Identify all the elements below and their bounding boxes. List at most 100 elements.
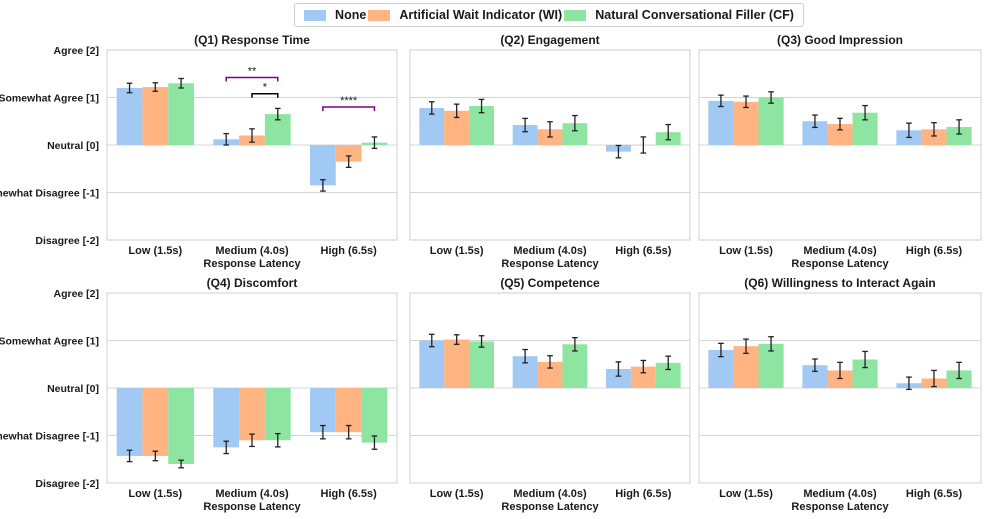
significance-bracket bbox=[251, 92, 279, 98]
x-tick-label: Medium (4.0s) bbox=[215, 245, 289, 257]
y-tick-label: Neutral [0] bbox=[47, 140, 99, 152]
legend-item-conversational-filler: Natural Conversational Filler (CF) bbox=[564, 8, 794, 22]
y-tick-label: Somewhat Agree [1] bbox=[0, 93, 99, 105]
y-tick-label: Agree [2] bbox=[53, 45, 99, 57]
bar bbox=[116, 88, 143, 145]
bar bbox=[827, 124, 853, 145]
bar bbox=[758, 97, 784, 145]
x-axis-label: Response Latency bbox=[203, 501, 301, 513]
significance-marker: **** bbox=[340, 95, 358, 107]
significance-marker: ** bbox=[248, 66, 257, 78]
y-tick-label: Disagree [-2] bbox=[35, 235, 99, 247]
x-tick-label: Medium (4.0s) bbox=[803, 488, 877, 500]
panel-q4: (Q4) Discomfort Low (1.5s) Medium (4.0s) Hi… bbox=[0, 276, 398, 513]
bar bbox=[168, 83, 194, 145]
y-tick-label: Somewhat Disagree [-1] bbox=[0, 431, 99, 443]
bar bbox=[630, 366, 656, 388]
significance-marker: * bbox=[263, 82, 268, 94]
x-axis-label: Response Latency bbox=[501, 258, 599, 270]
legend-swatch-conversational-filler bbox=[564, 9, 587, 21]
bar bbox=[116, 388, 143, 456]
bar bbox=[335, 145, 362, 162]
legend-swatch-wait-indicator bbox=[368, 9, 391, 21]
panel-q3: (Q3) Good Impression Low (1.5s) Medium (4.… bbox=[698, 33, 982, 270]
legend-label-wait-indicator: Artificial Wait Indicator (WI) bbox=[399, 8, 563, 22]
x-axis-label: Response Latency bbox=[501, 501, 599, 513]
y-tick-label: Neutral [0] bbox=[47, 383, 99, 395]
x-tick-label: High (6.5s) bbox=[615, 488, 672, 500]
x-tick-label: Low (1.5s) bbox=[719, 245, 773, 257]
bar bbox=[142, 388, 169, 456]
panel-title: (Q4) Discomfort bbox=[207, 276, 298, 290]
panel-title: (Q1) Response Time bbox=[194, 33, 310, 47]
panel-title: (Q6) Willingness to Interact Again bbox=[744, 276, 935, 290]
legend-swatch-none bbox=[304, 9, 327, 21]
x-tick-label: High (6.5s) bbox=[615, 245, 672, 257]
bar bbox=[946, 370, 972, 388]
panel-q6: (Q6) Willingness to Interact Again Low (1… bbox=[698, 276, 982, 513]
bar bbox=[733, 101, 759, 145]
y-tick-label: Somewhat Disagree [-1] bbox=[0, 188, 99, 200]
x-tick-label: Low (1.5s) bbox=[128, 488, 182, 500]
chart-legend: None Artificial Wait Indicator (WI) Natu… bbox=[294, 3, 804, 27]
bar bbox=[946, 126, 972, 145]
legend-item-none: None bbox=[304, 8, 366, 22]
legend-label-conversational-filler: Natural Conversational Filler (CF) bbox=[595, 8, 794, 22]
bar bbox=[264, 388, 291, 441]
plot-frame bbox=[698, 49, 982, 241]
significance-bracket bbox=[225, 76, 279, 82]
x-tick-label: High (6.5s) bbox=[906, 488, 963, 500]
panel-q1: (Q1) Response Time Low (1.5s) Medium (4.0s… bbox=[0, 33, 398, 270]
x-tick-label: Low (1.5s) bbox=[430, 245, 484, 257]
x-axis-label: Response Latency bbox=[791, 501, 889, 513]
x-tick-label: High (6.5s) bbox=[321, 488, 378, 500]
y-tick-label: Somewhat Agree [1] bbox=[0, 336, 99, 348]
y-tick-label: Agree [2] bbox=[53, 288, 99, 300]
x-tick-label: Low (1.5s) bbox=[430, 488, 484, 500]
significance-bracket bbox=[322, 106, 376, 111]
plot-frame bbox=[409, 49, 691, 241]
bar bbox=[310, 145, 336, 186]
legend-item-wait-indicator: Artificial Wait Indicator (WI) bbox=[368, 8, 562, 22]
x-tick-label: Medium (4.0s) bbox=[803, 245, 877, 257]
bar bbox=[168, 388, 194, 464]
x-tick-label: Medium (4.0s) bbox=[215, 488, 289, 500]
y-tick-label: Disagree [-2] bbox=[35, 478, 99, 490]
legend-label-none: None bbox=[335, 8, 367, 22]
bar bbox=[444, 339, 470, 388]
bar bbox=[802, 365, 828, 388]
bar bbox=[606, 369, 631, 388]
bar bbox=[708, 100, 734, 145]
bar bbox=[239, 388, 265, 441]
panel-q5: (Q5) Competence Low (1.5s) Medium (4.0s) Hi… bbox=[409, 276, 691, 513]
x-tick-label: Low (1.5s) bbox=[128, 245, 182, 257]
x-tick-label: Low (1.5s) bbox=[719, 488, 773, 500]
x-tick-label: High (6.5s) bbox=[321, 245, 378, 257]
plot-frame bbox=[106, 292, 398, 484]
bar bbox=[310, 388, 336, 433]
x-tick-label: Medium (4.0s) bbox=[513, 245, 587, 257]
bar bbox=[419, 340, 445, 388]
x-tick-label: High (6.5s) bbox=[906, 245, 963, 257]
bar bbox=[802, 121, 828, 145]
plot-frame bbox=[698, 292, 982, 484]
x-axis-label: Response Latency bbox=[203, 258, 301, 270]
plot-frame bbox=[409, 292, 691, 484]
bar bbox=[827, 370, 853, 388]
x-axis-label: Response Latency bbox=[791, 258, 889, 270]
x-tick-label: Medium (4.0s) bbox=[513, 488, 587, 500]
bar bbox=[361, 388, 388, 443]
bar bbox=[469, 341, 494, 388]
bar bbox=[512, 125, 538, 145]
panel-title: (Q3) Good Impression bbox=[777, 33, 903, 47]
bar bbox=[921, 129, 947, 145]
bar bbox=[142, 87, 169, 145]
bar bbox=[562, 123, 588, 145]
panel-q2: (Q2) Engagement Low (1.5s) Medium (4.0s) Hi… bbox=[409, 33, 691, 270]
plot-frame bbox=[106, 49, 398, 241]
panel-title: (Q2) Engagement bbox=[500, 33, 599, 47]
bar bbox=[335, 388, 362, 433]
bar bbox=[213, 388, 240, 448]
panel-title: (Q5) Competence bbox=[500, 276, 600, 290]
